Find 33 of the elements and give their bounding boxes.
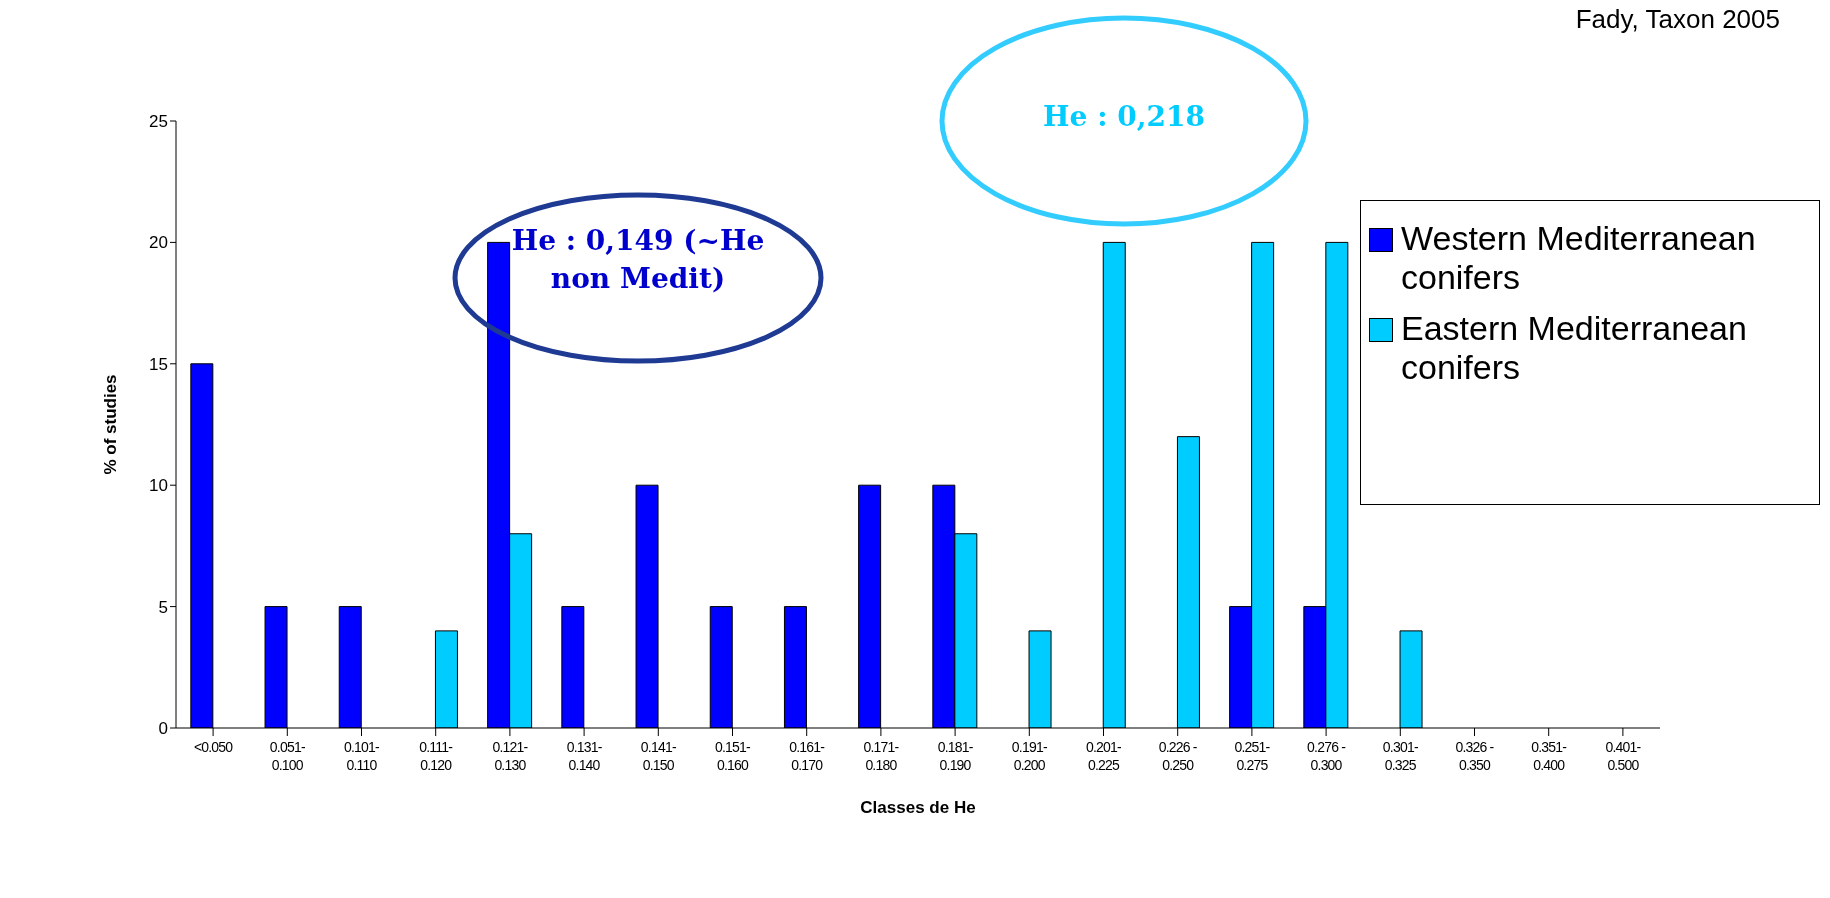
x-tick-label: 0.141- 0.150 [640,739,677,773]
x-tick-label: 0.226 - 0.250 [1158,739,1198,773]
y-tick-label: 20 [149,233,168,253]
x-tick-label: 0.276 - 0.300 [1307,739,1347,773]
x-tick-label: 0.301- 0.325 [1382,739,1419,773]
y-axis-title: % of studies [101,374,121,475]
x-tick-label: 0.111- 0.120 [419,739,454,773]
x-tick-label: 0.326 - 0.350 [1455,739,1495,773]
y-tick-label: 10 [149,476,168,496]
x-tick-label: 0.401- 0.500 [1605,739,1642,773]
x-tick-label: 0.171- 0.180 [863,739,900,773]
annotation: He : 0,149 (~He non Medit) [510,223,766,297]
x-tick-label: 0.181- 0.190 [937,739,974,773]
text: Fady, Taxon 2005 [1575,4,1780,35]
x-tick-label: 0.051- 0.100 [269,739,306,773]
y-tick-label: 15 [149,354,168,374]
annotation: He : 0,218 [1042,100,1206,133]
legend-label: Eastern Mediterranean conifers [1401,309,1748,387]
x-tick-label: 0.151- 0.160 [715,739,752,773]
x-tick-label: 0.351- 0.400 [1531,739,1568,773]
y-tick-label: 25 [149,112,168,132]
x-axis-title: Classes de He [860,798,976,817]
x-tick-label: 0.191- 0.200 [1011,739,1048,773]
legend-label: Western Mediterranean conifers [1401,219,1757,297]
x-tick-label: 0.131- 0.140 [566,739,603,773]
y-tick-label: 5 [158,597,168,617]
x-tick-label: 0.101- 0.110 [344,739,381,773]
x-tick-label: 0.121- 0.130 [492,739,529,773]
x-tick-label: <0.050 [193,739,234,755]
y-tick-label: 0 [158,719,168,739]
x-tick-label: 0.251- 0.275 [1234,739,1271,773]
x-tick-label: 0.201- 0.225 [1086,739,1123,773]
x-tick-label: 0.161- 0.170 [789,739,826,773]
